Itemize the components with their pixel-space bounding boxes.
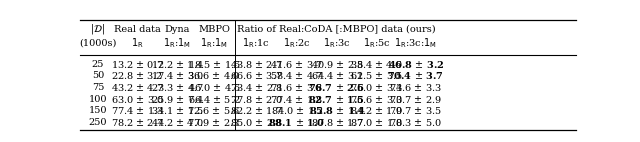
Text: 17.4 $\pm$ 3.0: 17.4 $\pm$ 3.0 xyxy=(151,70,204,81)
Text: 82.2 $\pm$ 1.7: 82.2 $\pm$ 1.7 xyxy=(230,105,282,116)
Text: $1_\mathrm{R}$:1c: $1_\mathrm{R}$:1c xyxy=(242,36,270,50)
Text: $1_\mathrm{R}$:$1_\mathrm{M}$: $1_\mathrm{R}$:$1_\mathrm{M}$ xyxy=(200,36,228,50)
Text: (1000s): (1000s) xyxy=(79,39,116,48)
Text: 250: 250 xyxy=(88,118,107,127)
Text: 85.0 $\pm$ 2.8: 85.0 $\pm$ 2.8 xyxy=(230,117,282,128)
Text: 13.2 $\pm$ 0.7: 13.2 $\pm$ 0.7 xyxy=(111,59,163,70)
Text: Ratio of Real:CoDA [:MBPO] data (ours): Ratio of Real:CoDA [:MBPO] data (ours) xyxy=(237,25,435,34)
Text: 87.8 $\pm$ 1.7: 87.8 $\pm$ 1.7 xyxy=(310,117,364,128)
Text: 70.4 $\pm$ 3.7: 70.4 $\pm$ 3.7 xyxy=(387,70,444,81)
Text: 43.2 $\pm$ 4.7: 43.2 $\pm$ 4.7 xyxy=(111,82,163,93)
Text: 85.8 $\pm$ 1.4: 85.8 $\pm$ 1.4 xyxy=(308,105,365,116)
Text: 75: 75 xyxy=(92,83,104,92)
Text: 82.7 $\pm$ 1.5: 82.7 $\pm$ 1.5 xyxy=(308,94,365,105)
Text: 34.1 $\pm$ 1.5: 34.1 $\pm$ 1.5 xyxy=(151,105,204,116)
Text: 50: 50 xyxy=(92,71,104,80)
Text: 18.5 $\pm$ 1.5: 18.5 $\pm$ 1.5 xyxy=(188,59,240,70)
Text: 25.9 $\pm$ 7.4: 25.9 $\pm$ 7.4 xyxy=(150,94,204,105)
Text: 78.2 $\pm$ 2.7: 78.2 $\pm$ 2.7 xyxy=(111,117,163,128)
Text: 77.9 $\pm$ 2.3: 77.9 $\pm$ 2.3 xyxy=(188,117,241,128)
Text: 44.2 $\pm$ 4.0: 44.2 $\pm$ 4.0 xyxy=(151,117,204,128)
Text: 63.0 $\pm$ 3.0: 63.0 $\pm$ 3.0 xyxy=(111,94,163,105)
Text: 87.0 $\pm$ 1.0: 87.0 $\pm$ 1.0 xyxy=(350,117,403,128)
Text: 76.6 $\pm$ 3.0: 76.6 $\pm$ 3.0 xyxy=(350,94,403,105)
Text: 58.4 $\pm$ 4.7: 58.4 $\pm$ 4.7 xyxy=(270,70,323,81)
Text: $1_\mathrm{R}$:2c: $1_\mathrm{R}$:2c xyxy=(283,36,310,50)
Text: 71.6 $\pm$ 3.8: 71.6 $\pm$ 3.8 xyxy=(271,82,323,93)
Text: 84.2 $\pm$ 1.0: 84.2 $\pm$ 1.0 xyxy=(350,105,403,116)
Text: MBPO: MBPO xyxy=(198,25,230,34)
Text: Real data: Real data xyxy=(114,25,161,34)
Text: 38.4 $\pm$ 4.9: 38.4 $\pm$ 4.9 xyxy=(350,59,403,70)
Text: $1_\mathrm{R}$:3c:$1_\mathrm{M}$: $1_\mathrm{R}$:3c:$1_\mathrm{M}$ xyxy=(394,36,437,50)
Text: 75.0 $\pm$ 3.3: 75.0 $\pm$ 3.3 xyxy=(350,82,403,93)
Text: $1_\mathrm{R}$: $1_\mathrm{R}$ xyxy=(131,36,143,50)
Text: $1_\mathrm{R}$:3c: $1_\mathrm{R}$:3c xyxy=(323,36,351,50)
Text: 88.1 $\pm$ 1.0: 88.1 $\pm$ 1.0 xyxy=(268,117,325,128)
Text: 64.4 $\pm$ 3.1: 64.4 $\pm$ 3.1 xyxy=(311,70,363,81)
Text: 62.5 $\pm$ 3.5: 62.5 $\pm$ 3.5 xyxy=(350,70,403,81)
Text: 22.8 $\pm$ 3.2: 22.8 $\pm$ 3.2 xyxy=(111,70,163,81)
Text: 66.6 $\pm$ 3.7: 66.6 $\pm$ 3.7 xyxy=(230,70,282,81)
Text: $1_\mathrm{R}$:$1_\mathrm{M}$: $1_\mathrm{R}$:$1_\mathrm{M}$ xyxy=(163,36,191,50)
Text: 23.3 $\pm$ 4.7: 23.3 $\pm$ 4.7 xyxy=(151,82,204,93)
Text: $|\mathcal{D}|$: $|\mathcal{D}|$ xyxy=(90,22,106,36)
Text: 46.8 $\pm$ 3.2: 46.8 $\pm$ 3.2 xyxy=(388,59,444,70)
Text: 12.2 $\pm$ 1.4: 12.2 $\pm$ 1.4 xyxy=(151,59,204,70)
Text: 84.0 $\pm$ 1.2: 84.0 $\pm$ 1.2 xyxy=(271,105,323,116)
Text: 66.4 $\pm$ 5.2: 66.4 $\pm$ 5.2 xyxy=(188,94,240,105)
Text: 78.3 $\pm$ 5.0: 78.3 $\pm$ 5.0 xyxy=(389,117,442,128)
Text: 100: 100 xyxy=(88,95,107,104)
Text: 73.4 $\pm$ 2.8: 73.4 $\pm$ 2.8 xyxy=(230,82,282,93)
Text: 43.8 $\pm$ 2.7: 43.8 $\pm$ 2.7 xyxy=(230,59,282,70)
Text: 40.9 $\pm$ 2.5: 40.9 $\pm$ 2.5 xyxy=(310,59,364,70)
Text: 77.4 $\pm$ 1.3: 77.4 $\pm$ 1.3 xyxy=(111,105,164,116)
Text: 77.4 $\pm$ 1.8: 77.4 $\pm$ 1.8 xyxy=(271,94,323,105)
Text: 79.7 $\pm$ 3.5: 79.7 $\pm$ 3.5 xyxy=(389,105,442,116)
Text: 36.6 $\pm$ 4.0: 36.6 $\pm$ 4.0 xyxy=(188,70,241,81)
Text: Dyna: Dyna xyxy=(164,25,190,34)
Text: 76.7 $\pm$ 2.6: 76.7 $\pm$ 2.6 xyxy=(308,82,365,93)
Text: 74.6 $\pm$ 3.3: 74.6 $\pm$ 3.3 xyxy=(389,82,442,93)
Text: 73.7 $\pm$ 2.9: 73.7 $\pm$ 2.9 xyxy=(389,94,442,105)
Text: 150: 150 xyxy=(88,106,107,115)
Text: 77.8 $\pm$ 2.0: 77.8 $\pm$ 2.0 xyxy=(230,94,282,105)
Text: 25: 25 xyxy=(92,59,104,69)
Text: 41.6 $\pm$ 3.7: 41.6 $\pm$ 3.7 xyxy=(270,59,323,70)
Text: 46.0 $\pm$ 4.5: 46.0 $\pm$ 4.5 xyxy=(188,82,240,93)
Text: 72.6 $\pm$ 5.6: 72.6 $\pm$ 5.6 xyxy=(188,105,241,116)
Text: $1_\mathrm{R}$:5c: $1_\mathrm{R}$:5c xyxy=(363,36,390,50)
